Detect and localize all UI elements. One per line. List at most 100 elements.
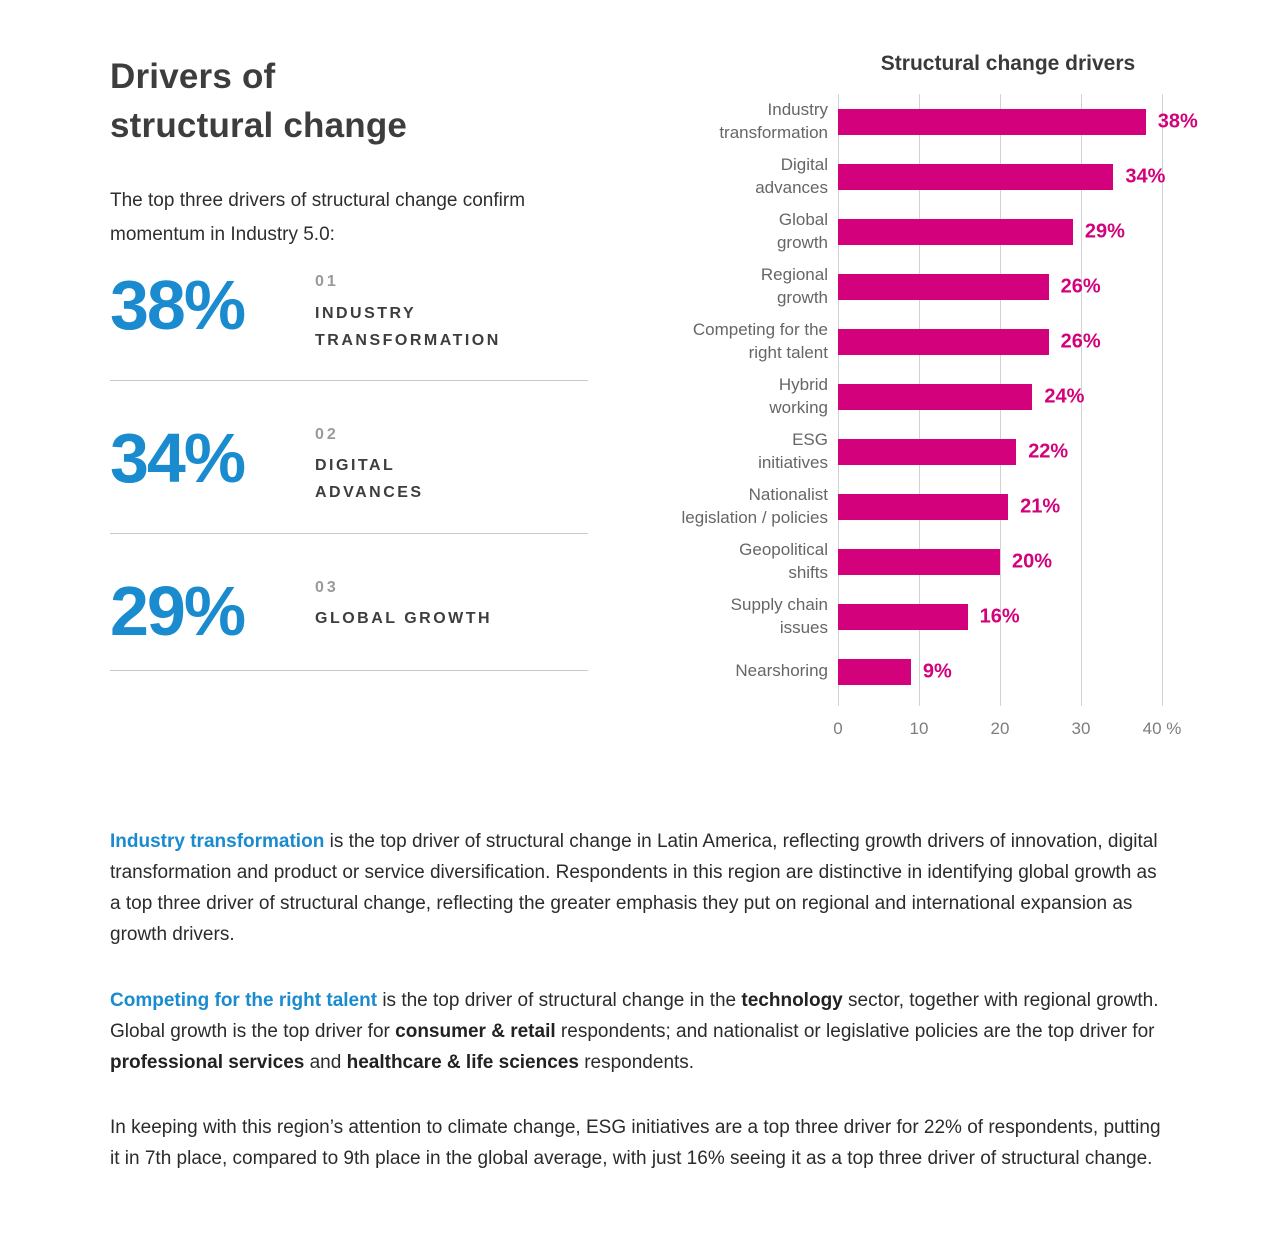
text-segment: respondents.: [578, 1051, 695, 1073]
bar-chart: Structural change drivers Industry trans…: [640, 52, 1260, 749]
stat-label: INDUSTRY TRANSFORMATION: [315, 304, 501, 349]
gridline: [1162, 94, 1163, 706]
chart-category-label: ESG initiatives: [758, 429, 828, 472]
chart-value-label: 38%: [1157, 110, 1198, 132]
stat-value: 38%: [110, 266, 246, 345]
chart-track: 16%: [838, 589, 1260, 644]
chart-value-label: 21%: [1020, 495, 1061, 517]
text-segment: professional services: [110, 1051, 305, 1073]
chart-track: 22%: [838, 424, 1260, 479]
chart-value-label: 9%: [922, 660, 952, 682]
text-segment: respondents; and nationalist or legislat…: [555, 1020, 1155, 1042]
chart-title: Structural change drivers: [880, 52, 1136, 75]
chart-bar: [838, 163, 1114, 190]
chart-row: Industry transformation 38%: [640, 94, 1260, 149]
paragraph: In keeping with this region’s attention …: [110, 1112, 1172, 1174]
text-segment: and: [304, 1051, 347, 1073]
chart-row: Regional growth 26%: [640, 259, 1260, 314]
axis-tick-label: 10: [909, 719, 929, 738]
chart-value-label: 24%: [1044, 385, 1085, 407]
chart-rows: Industry transformation 38% Digital adva…: [640, 94, 1260, 699]
axis-tick-label: 40 %: [1142, 719, 1182, 738]
chart-category-label: Geopolitical shifts: [739, 539, 828, 582]
chart-category-label: Competing for the right talent: [692, 319, 828, 362]
chart-area: Industry transformation 38% Digital adva…: [640, 94, 1260, 749]
highlight-text: Competing for the right talent: [110, 989, 378, 1011]
commentary: Industry transformation is the top drive…: [110, 826, 1172, 1208]
axis-tick-label: 30: [1071, 719, 1091, 738]
chart-category-label: Hybrid working: [769, 374, 828, 417]
stats-list: 38% 01 INDUSTRY TRANSFORMATION 34% 02 DI…: [110, 266, 588, 672]
text-segment: In keeping with this region’s attention …: [110, 1117, 1161, 1170]
chart-track: 26%: [838, 259, 1260, 314]
chart-category-label: Regional growth: [760, 264, 828, 307]
chart-category-label: Digital advances: [755, 154, 828, 197]
chart-value-label: 16%: [979, 605, 1020, 627]
chart-value-label: 29%: [1084, 220, 1125, 242]
chart-value-label: 20%: [1012, 550, 1053, 572]
stat-index: 01: [315, 273, 339, 291]
chart-value-label: 26%: [1060, 330, 1101, 352]
chart-row: Global growth 29%: [640, 204, 1260, 259]
chart-track: 24%: [838, 369, 1260, 424]
chart-bar: [838, 548, 1000, 575]
paragraph: Industry transformation is the top drive…: [110, 826, 1172, 951]
chart-value-label: 26%: [1060, 275, 1101, 297]
stat-index: 02: [315, 425, 339, 443]
paragraph: Competing for the right talent is the to…: [110, 985, 1172, 1078]
chart-row: Competing for the right talent 26%: [640, 314, 1260, 369]
text-segment: healthcare & life sciences: [346, 1051, 579, 1073]
stat-block: 38% 01 INDUSTRY TRANSFORMATION: [110, 266, 588, 381]
chart-category-label: Supply chain issues: [730, 594, 828, 637]
text-segment: consumer & retail: [395, 1020, 556, 1042]
text-segment: is the top driver of structural change i…: [377, 989, 742, 1011]
chart-row: Geopolitical shifts 20%: [640, 534, 1260, 589]
chart-row: Nearshoring 9%: [640, 644, 1260, 699]
chart-value-label: 22%: [1028, 440, 1069, 462]
chart-track: 26%: [838, 314, 1260, 369]
stat-value: 29%: [110, 571, 246, 650]
chart-value-label: 34%: [1125, 165, 1166, 187]
highlight-text: Industry transformation: [110, 831, 325, 852]
text-segment: sector, together with regional growth. G…: [110, 989, 1159, 1042]
chart-row: Digital advances 34%: [640, 149, 1260, 204]
chart-track: 21%: [838, 479, 1260, 534]
chart-category-label: Global growth: [776, 209, 828, 252]
chart-bar: [838, 658, 911, 685]
chart-track: 9%: [838, 644, 1260, 699]
chart-row: ESG initiatives 22%: [640, 424, 1260, 479]
text-segment: technology: [741, 989, 843, 1011]
page-title: Drivers of structural change: [110, 57, 408, 145]
chart-category-label: Nationalist legislation / policies: [681, 484, 828, 527]
chart-track: 20%: [838, 534, 1260, 589]
chart-row: Supply chain issues 16%: [640, 589, 1260, 644]
stat-label: DIGITAL ADVANCES: [315, 457, 424, 502]
stat-index: 03: [315, 578, 339, 596]
chart-row: Nationalist legislation / policies 21%: [640, 479, 1260, 534]
chart-track: 38%: [838, 94, 1260, 149]
stat-label: GLOBAL GROWTH: [315, 609, 493, 627]
left-column: Drivers of structural change The top thr…: [110, 30, 588, 672]
intro-text: The top three drivers of structural chan…: [110, 190, 526, 246]
gridline: [1081, 94, 1082, 706]
stat-text: 02 DIGITAL ADVANCES: [315, 425, 424, 507]
stat-block: 34% 02 DIGITAL ADVANCES: [110, 381, 588, 534]
chart-bar: [838, 493, 1009, 520]
chart-track: 29%: [838, 204, 1260, 259]
chart-bar: [838, 108, 1146, 135]
chart-x-axis: 0 10 20 30 40 %: [833, 719, 1260, 749]
chart-track: 34%: [838, 149, 1260, 204]
axis-tick-label: 0: [833, 719, 843, 738]
stat-block: 29% 03 GLOBAL GROWTH: [110, 534, 588, 672]
chart-bar: [838, 383, 1033, 410]
chart-category-label: Industry transformation: [719, 99, 828, 142]
chart-category-label: Nearshoring: [735, 661, 828, 681]
chart-bar: [838, 328, 1049, 355]
text-segment: is the top driver of structural change i…: [110, 831, 1158, 946]
stat-text: 03 GLOBAL GROWTH: [315, 578, 492, 632]
chart-bar: [838, 438, 1017, 465]
stat-value: 34%: [110, 418, 246, 497]
chart-bar: [838, 603, 968, 630]
stat-text: 01 INDUSTRY TRANSFORMATION: [315, 272, 501, 354]
